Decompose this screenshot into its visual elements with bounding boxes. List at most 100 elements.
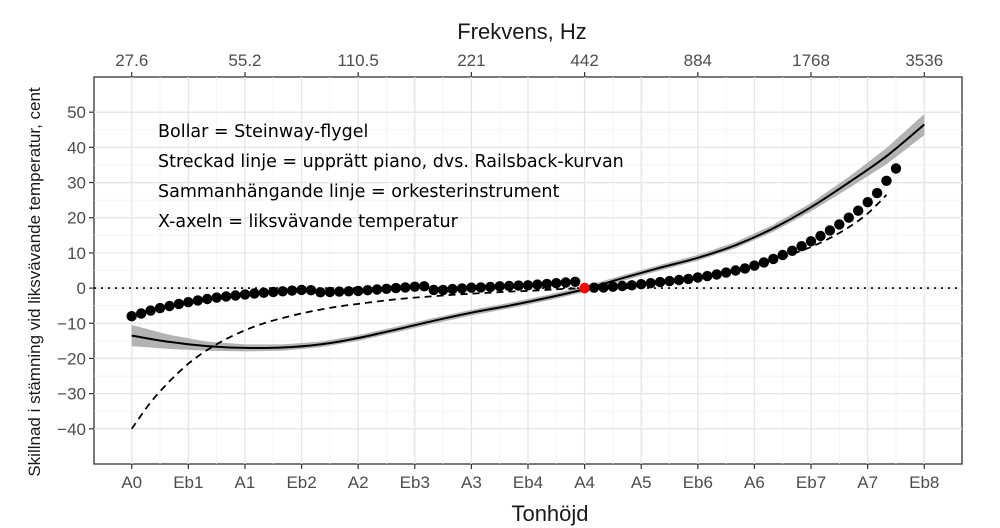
x2-tick-label: 27.6 — [115, 51, 148, 70]
data-point — [720, 267, 732, 278]
x-axis-title: Tonhöjd — [511, 501, 588, 526]
x2-tick-label: 221 — [457, 51, 485, 70]
data-point — [739, 263, 751, 274]
series-solid-orchestra-line — [131, 123, 925, 350]
data-point — [268, 286, 279, 298]
y-tick-label: 20 — [67, 209, 86, 228]
data-point — [485, 281, 496, 293]
data-point — [815, 230, 826, 242]
data-point — [428, 284, 439, 296]
data-point — [334, 286, 345, 297]
data-point — [749, 260, 760, 271]
data-point — [598, 282, 609, 293]
highlight-point-a4 — [579, 282, 590, 294]
data-point — [324, 286, 336, 298]
x-tick-label: A5 — [631, 473, 652, 492]
data-point — [220, 291, 232, 302]
x2-tick-label: 55.2 — [228, 51, 261, 70]
data-point — [834, 219, 845, 230]
annotation-dashed-line: Streckad linje = upprätt piano, dvs. Rai… — [158, 152, 624, 172]
data-point — [730, 265, 741, 276]
x-tick-label: A2 — [348, 473, 369, 492]
data-point — [787, 245, 798, 256]
y-tick-label: −40 — [57, 420, 86, 439]
data-point — [230, 290, 241, 301]
x-tick-label: A6 — [744, 473, 765, 492]
data-point — [617, 280, 628, 292]
data-point — [277, 286, 288, 297]
x-tick-label: Eb3 — [400, 473, 430, 492]
x2-tick-label: 442 — [570, 51, 598, 70]
data-point — [843, 212, 854, 223]
x-tick-label: A0 — [121, 473, 142, 492]
x-tick-label: Eb7 — [796, 473, 826, 492]
data-point — [164, 300, 175, 312]
y-tick-label: 40 — [67, 138, 86, 157]
data-point — [673, 274, 685, 286]
data-point — [202, 293, 213, 305]
x-tick-label: Eb2 — [286, 473, 316, 492]
y-tick-label: 10 — [67, 244, 86, 263]
data-point — [154, 302, 166, 314]
points-layer — [126, 163, 902, 322]
data-point — [503, 280, 515, 292]
data-point — [145, 305, 156, 316]
data-point — [805, 236, 817, 247]
x2-axis-title: Frekvens, Hz — [457, 19, 587, 44]
data-point — [466, 282, 477, 293]
data-point — [853, 205, 864, 216]
data-point — [541, 278, 553, 290]
data-point — [173, 298, 185, 310]
y-tick-label: 50 — [67, 103, 86, 122]
data-point — [239, 289, 251, 300]
data-point — [824, 225, 836, 236]
data-point — [692, 272, 703, 283]
data-point — [711, 269, 722, 280]
x-tick-label: Eb8 — [909, 473, 939, 492]
data-point — [636, 279, 647, 290]
data-point — [758, 257, 770, 268]
data-point — [522, 280, 534, 291]
y-tick-label: 30 — [67, 174, 86, 193]
data-point — [626, 280, 637, 291]
x-tick-label: Eb4 — [513, 473, 543, 492]
annotation-x-axis: X-axeln = liksvävande temperatur — [158, 212, 459, 232]
data-point — [183, 297, 194, 308]
data-point — [513, 280, 524, 291]
x2-tick-label: 3536 — [905, 51, 943, 70]
data-point — [419, 281, 430, 292]
x-tick-label: A1 — [235, 473, 256, 492]
data-point — [258, 287, 269, 298]
data-point — [862, 197, 873, 208]
data-point — [409, 281, 420, 292]
data-point — [654, 276, 666, 288]
x2-tick-label: 1768 — [792, 51, 830, 70]
x-tick-label: Eb1 — [173, 473, 203, 492]
x-tick-label: A7 — [857, 473, 878, 492]
data-point — [343, 286, 354, 297]
data-point — [607, 281, 619, 292]
annotation-balls: Bollar = Steinway-flygel — [158, 122, 368, 142]
data-point — [456, 283, 468, 294]
data-point — [381, 283, 392, 294]
data-point — [136, 308, 147, 319]
data-point — [871, 187, 883, 199]
data-point — [560, 277, 571, 288]
y-tick-label: −30 — [57, 385, 86, 404]
data-point — [570, 276, 581, 287]
x-tick-label: Eb6 — [683, 473, 713, 492]
data-point — [211, 292, 222, 303]
ticks-layer: A0 Eb1 A1 Eb2 A2 Eb3 A3 Eb4 A4 A5 Eb6 A6 Eb7 A7 Eb8 27.… — [57, 51, 943, 492]
data-point — [390, 282, 402, 294]
data-point — [494, 281, 505, 292]
data-point — [286, 285, 298, 296]
data-point — [371, 284, 383, 295]
annotation-solid-line: Sammanhängande linje = orkesterinstrumen… — [158, 182, 559, 202]
data-point — [777, 249, 788, 261]
x2-tick-label: 110.5 — [338, 51, 379, 70]
data-point — [437, 284, 449, 296]
data-point — [664, 275, 675, 287]
data-point — [400, 282, 411, 293]
data-point — [588, 282, 600, 293]
